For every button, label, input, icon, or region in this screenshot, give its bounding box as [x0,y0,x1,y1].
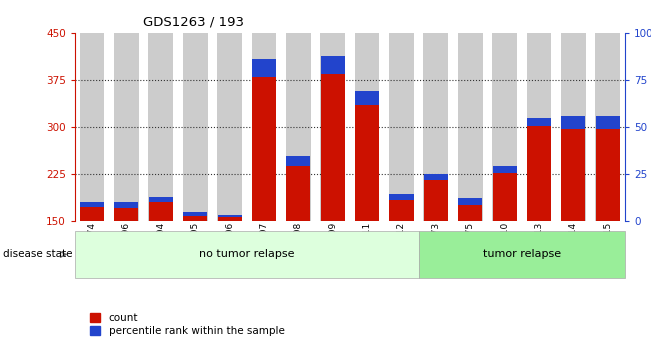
Bar [492,33,517,221]
Bar [286,33,311,221]
Bar [75,231,419,278]
Bar [419,231,625,278]
Bar [561,116,585,129]
Bar [115,202,139,208]
Bar [527,118,551,126]
Bar [148,33,173,221]
Text: no tumor relapse: no tumor relapse [199,249,294,259]
Bar [389,194,413,200]
Bar [183,212,207,216]
Bar [79,33,104,221]
Bar [115,208,139,221]
Bar [458,198,482,205]
Bar [114,33,139,221]
Bar [493,166,517,172]
Bar [493,172,517,221]
Bar [286,166,311,221]
Bar [251,33,276,221]
Bar [596,116,620,129]
Bar [355,33,380,221]
Bar [355,105,379,221]
Bar [458,33,482,221]
Bar [596,129,620,221]
Text: disease state: disease state [3,249,73,259]
Bar [424,180,448,221]
Bar [321,56,345,73]
Bar [252,77,276,221]
Bar [527,33,551,221]
Text: GDS1263 / 193: GDS1263 / 193 [143,16,244,29]
Bar [355,91,379,105]
Bar [252,59,276,77]
Bar [458,205,482,221]
Bar [389,200,413,221]
Bar [424,33,449,221]
Bar [320,33,345,221]
Bar [424,174,448,180]
Legend: count, percentile rank within the sample: count, percentile rank within the sample [90,313,284,336]
Bar [149,197,173,202]
Bar [217,217,242,221]
Bar [183,216,207,221]
Bar [217,33,242,221]
Bar [80,207,104,221]
Bar [217,215,242,217]
Bar [80,202,104,207]
Bar [527,126,551,221]
Bar [596,33,620,221]
Bar [183,33,208,221]
Bar [321,73,345,221]
Bar [389,33,414,221]
Bar [286,156,311,166]
Text: tumor relapse: tumor relapse [483,249,561,259]
Bar [561,33,586,221]
Bar [561,129,585,221]
Bar [149,202,173,221]
